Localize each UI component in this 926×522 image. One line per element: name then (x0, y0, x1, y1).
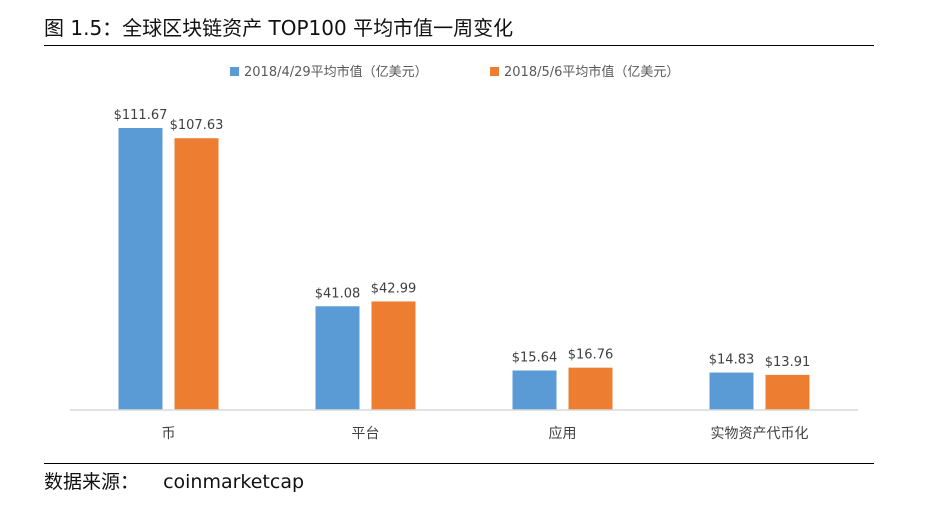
bar (315, 306, 360, 410)
category-label: 实物资产代币化 (711, 426, 809, 442)
data-label: $42.99 (371, 281, 417, 296)
data-label: $41.08 (315, 286, 361, 301)
bar (118, 128, 163, 410)
source-note: 数据来源： coinmarketcap (44, 469, 304, 495)
bar-group: $111.67$107.63 $41.08 $42.99 $15.64 $16.76 $1… (114, 108, 811, 410)
source-value: coinmarketcap (163, 471, 305, 493)
category-labels: 币 平台 应用 实物资产代币化 (162, 425, 809, 442)
bar (765, 374, 810, 410)
bar (709, 372, 754, 410)
source-label: 数据来源： (44, 471, 140, 493)
bar (568, 367, 613, 410)
legend-label: 2018/4/29平均市值（亿美元） (244, 64, 428, 80)
bar (174, 138, 219, 410)
data-label: $15.64 (512, 351, 558, 366)
category-label: 平台 (352, 426, 380, 442)
title-divider (44, 45, 874, 46)
data-label: $13.91 (765, 355, 811, 370)
source-divider (44, 463, 874, 464)
data-label: $111.67 (114, 108, 168, 123)
category-label: 应用 (549, 425, 577, 442)
bar (512, 370, 557, 410)
legend-swatch (230, 67, 239, 76)
category-label: 币 (162, 426, 176, 442)
legend-label: 2018/5/6平均市值（亿美元） (504, 64, 679, 80)
data-label: $16.76 (568, 348, 614, 363)
data-label: $14.83 (709, 353, 755, 368)
data-label: $107.63 (170, 118, 224, 133)
legend-swatch (490, 67, 499, 76)
figure-title: 图 1.5：全球区块链资产 TOP100 平均市值一周变化 (44, 16, 514, 40)
chart-legend: 2018/4/29平均市值（亿美元） 2018/5/6平均市值（亿美元） (230, 64, 679, 80)
bar (371, 301, 416, 410)
